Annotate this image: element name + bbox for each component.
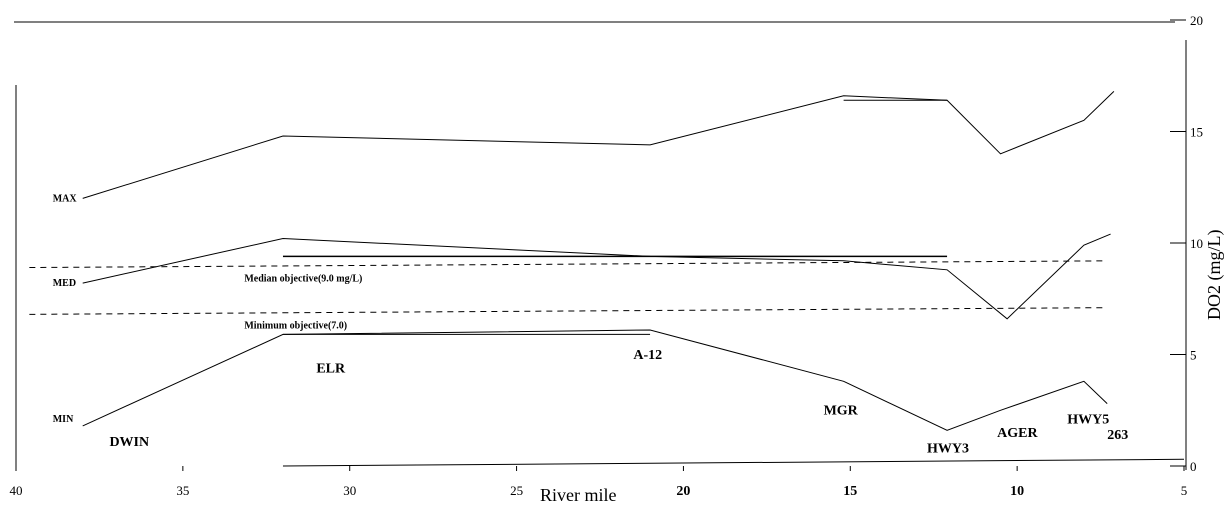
series-label-max: MAX [53,193,78,204]
y-tick-label-0: 0 [1190,459,1197,474]
x-tick-label-25: 25 [510,483,523,498]
x-tick-label-20: 20 [676,484,690,499]
x-tick-label-40: 40 [10,483,23,498]
site-label-dwin: DWIN [109,435,149,450]
site-label-elr: ELR [316,361,346,376]
objective-lines: Median objective(9.0 mg/L) Minimum object… [29,260,1108,331]
x-axis-ticks: 40 35 30 25 20 15 10 5 [10,466,1188,499]
objective-line-1 [29,260,1108,269]
x-tick-label-15: 15 [843,484,857,499]
x-tick-label-35: 35 [176,483,189,498]
reference-segment-4 [282,458,1185,467]
x-axis-label: River mile [540,485,616,505]
site-label-a-12: A-12 [633,348,662,363]
objective-label-2: Minimum objective(7.0) [244,320,347,331]
x-tick-label-10: 10 [1010,484,1024,499]
series-line-min [82,329,1108,431]
x-tick-label-30: 30 [343,483,356,498]
y-tick-label-5: 5 [1190,348,1197,363]
series-label-min: MIN [53,414,74,425]
objective-line-2 [29,307,1108,315]
series-line-max [82,91,1115,199]
y-axis-label: DO2 (mg/L) [1204,230,1225,320]
objective-label-1: Median objective(9.0 mg/L) [244,274,362,285]
site-label-mgr: MGR [824,404,859,419]
y-axis-ticks: 0 5 10 15 20 [1170,13,1203,474]
x-tick-label-5: 5 [1181,483,1188,498]
site-label-hwy5: HWY5 [1067,413,1109,428]
y-tick-label-10: 10 [1190,236,1203,251]
series-label-med: MED [53,278,76,289]
series-line-med [82,233,1111,320]
reference-segments [282,99,1185,467]
site-label-ager: AGER [997,426,1038,441]
y-tick-label-20: 20 [1190,13,1203,28]
data-series: MAX MED MIN [53,91,1115,431]
site-label-263: 263 [1107,428,1128,443]
site-label-hwy3: HWY3 [927,442,969,457]
y-tick-label-15: 15 [1190,125,1203,140]
